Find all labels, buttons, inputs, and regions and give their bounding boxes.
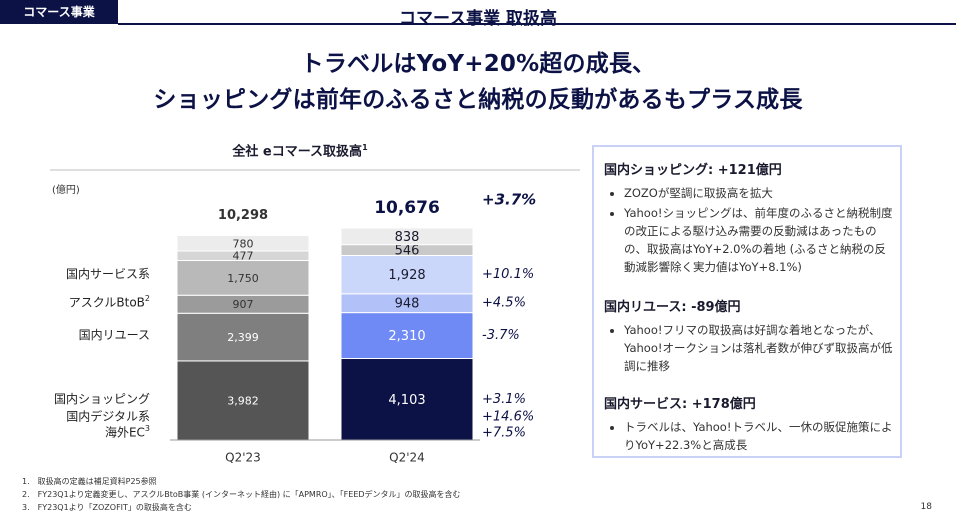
section-title: コマース事業 取扱高 [398, 9, 558, 29]
commentary-bullet: Yahoo!フリマの取扱高は好調な着地となったが、Yahoo!オークションは落札… [624, 321, 894, 375]
headline-line-2: ショッピングは前年のふるさと納税の反動があるもプラス成長 [153, 87, 803, 113]
series-change-label: +10.1% [482, 267, 534, 282]
commentary-bullet: Yahoo!ショッピングは、前年度のふるさと納税制度の改正による駆け込み需要の反… [624, 204, 894, 276]
section-tag: コマース事業 [0, 0, 118, 24]
chart-title: 全社 eコマース取扱高1 [231, 143, 368, 160]
series-label: 海外EC3 [105, 424, 150, 440]
y-unit-label: (億円) [52, 183, 80, 196]
bar-data-label: 546 [395, 244, 420, 259]
bar-data-label: 948 [395, 297, 420, 312]
bar-total-label: 10,676 [374, 198, 440, 218]
bar-segment [176, 312, 310, 362]
footnote-2: 2. FY23Q1より定義変更し、アスクルBtoB事業 (インターネット経由) … [22, 490, 461, 499]
series-label: 国内ショッピング [54, 392, 150, 406]
bar-segment [340, 227, 474, 246]
x-tick-label: Q2'23 [225, 451, 261, 465]
series-change-label: +7.5% [482, 426, 526, 441]
series-change-label: +3.1% [482, 392, 526, 407]
headline-line-1: トラベルはYoY+20%超の成長、 [300, 51, 656, 77]
x-tick-label: Q2'24 [389, 451, 425, 465]
bar-data-label: 477 [233, 250, 254, 263]
bar-data-label: 3,982 [227, 394, 259, 407]
bar-data-label: 780 [233, 237, 254, 250]
bar-data-label: 1,750 [227, 272, 259, 285]
bar-data-label: 2,399 [227, 331, 259, 344]
total-change-label: +3.7% [482, 191, 536, 209]
series-label: 国内リユース [79, 328, 150, 342]
commentary-panel: 国内ショッピング: +121億円 ZOZOが堅調に取扱高を拡大 Yahoo!ショ… [592, 145, 902, 458]
bar-segment [340, 312, 474, 360]
commentary-heading: 国内リユース: -89億円 [604, 300, 741, 315]
bar-data-label: 4,103 [388, 393, 425, 408]
footnote-1: 1. 取扱高の定義は補足資料P25参照 [22, 477, 157, 486]
series-label: アスクルBtoB2 [69, 294, 150, 310]
commentary-reuse: 国内リユース: -89億円 Yahoo!フリマの取扱高は好調な着地となったが、Y… [604, 296, 894, 377]
commentary-bullet: ZOZOが堅調に取扱高を拡大 [624, 184, 894, 202]
bar-segment [176, 235, 310, 252]
bar-data-label: 907 [233, 298, 254, 311]
bar-total-label: 10,298 [218, 208, 268, 223]
bar-data-label: 2,310 [388, 329, 425, 344]
series-change-label: +4.5% [482, 296, 526, 311]
bar-data-label: 838 [395, 230, 420, 245]
commentary-shopping: 国内ショッピング: +121億円 ZOZOが堅調に取扱高を拡大 Yahoo!ショ… [604, 159, 894, 278]
series-change-label: -3.7% [482, 328, 520, 343]
commentary-heading: 国内ショッピング: +121億円 [604, 163, 782, 178]
stacked-bar-chart: 全社 eコマース取扱高1 (億円) 3,982 2,399 907 1,750 477780… [50, 143, 580, 465]
footnote-3: 3. FY23Q1より「ZOZOFIT」の取扱高を含む [22, 503, 192, 512]
commentary-bullet: トラベルは、Yahoo!トラベル、一休の販促施策によりYoY+22.3%と高成長 [624, 418, 894, 454]
series-label: 国内デジタル系 [66, 409, 150, 424]
title-rule [118, 23, 956, 25]
series-change-label: +14.6% [482, 410, 534, 425]
series-label: 国内サービス系 [66, 267, 150, 281]
commentary-services: 国内サービス: +178億円 トラベルは、Yahoo!トラベル、一休の販促施策に… [604, 393, 894, 456]
bar-segment [340, 254, 474, 295]
bar-data-label: 1,928 [388, 268, 425, 283]
page-number: 18 [920, 502, 932, 512]
commentary-heading: 国内サービス: +178億円 [604, 397, 756, 412]
